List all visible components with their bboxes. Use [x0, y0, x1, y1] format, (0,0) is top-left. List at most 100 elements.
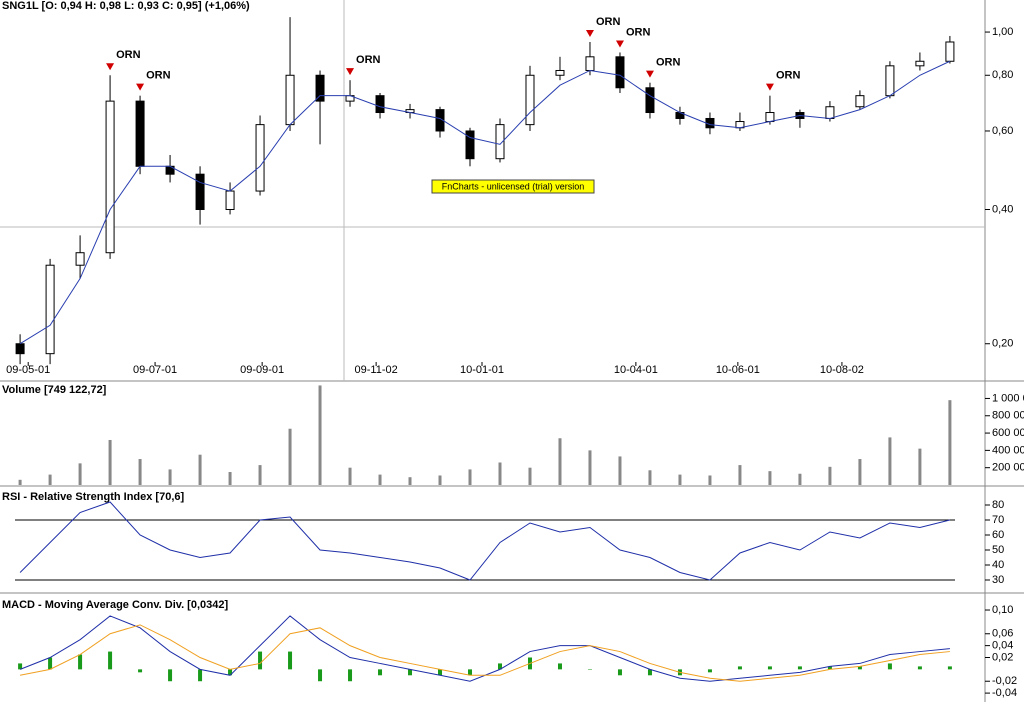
candle-body — [315, 74, 325, 102]
watermark: FnCharts - unlicensed (trial) version — [442, 181, 585, 191]
histogram-bar — [887, 663, 892, 670]
volume-bar — [108, 439, 112, 485]
y-tick-label: 0,04 — [992, 640, 1013, 652]
signal-arrow — [585, 29, 594, 37]
volume-bar — [18, 479, 22, 485]
y-tick-label: 0,06 — [992, 628, 1013, 640]
candle-body — [225, 190, 235, 211]
y-tick-label: 0,40 — [992, 203, 1013, 215]
candle-body — [45, 264, 55, 355]
histogram-bar — [797, 666, 802, 670]
y-tick-label: 70 — [992, 514, 1004, 526]
histogram-bar — [168, 669, 173, 682]
candle-body — [375, 95, 385, 114]
x-tick-label: 09-09-01 — [240, 364, 284, 376]
y-tick-label: 0,20 — [992, 338, 1013, 350]
signal-arrow — [615, 40, 624, 48]
candle-body — [885, 65, 895, 97]
volume-bar — [168, 469, 172, 485]
histogram-bar — [767, 666, 772, 670]
histogram-bar — [408, 669, 413, 676]
y-tick-label: -0,04 — [992, 687, 1017, 699]
volume-bar — [558, 438, 562, 485]
candle-body — [285, 74, 295, 126]
histogram-bar — [857, 666, 862, 670]
y-tick-label: 0,02 — [992, 651, 1013, 663]
candle-body — [945, 41, 955, 62]
watermark-box — [431, 179, 595, 194]
volume-bar — [798, 473, 802, 485]
x-tick-label: 09-05-01 — [6, 364, 50, 376]
histogram-bar — [438, 669, 443, 676]
y-tick-label: 0,80 — [992, 69, 1013, 81]
candle-body — [105, 100, 115, 254]
moving-average — [19, 60, 951, 345]
histogram-bar — [318, 669, 323, 682]
histogram-bar — [617, 669, 622, 676]
candle-body — [525, 74, 535, 126]
candle-body — [825, 106, 835, 119]
y-tick-label: 0,60 — [992, 125, 1013, 137]
histogram-bar — [228, 669, 233, 676]
candle-body — [135, 100, 145, 167]
candle-body — [555, 69, 565, 76]
histogram-bar — [198, 669, 203, 682]
candle-body — [585, 56, 595, 71]
signal-label: ORN — [626, 26, 651, 38]
candle-body — [75, 252, 85, 266]
candle-body — [495, 124, 505, 160]
x-tick-label: 09-07-01 — [133, 364, 177, 376]
histogram-bar — [48, 657, 53, 670]
histogram-bar — [947, 666, 952, 670]
volume-bar — [378, 474, 382, 485]
volume-bar — [708, 475, 712, 485]
histogram-bar — [917, 666, 922, 670]
y-tick-label: 40 — [992, 559, 1004, 571]
candle-body — [615, 56, 625, 89]
x-tick-label: 10-06-01 — [716, 364, 760, 376]
candle-body — [255, 124, 265, 192]
candle-body — [915, 60, 925, 67]
volume-bar — [438, 475, 442, 485]
volume-bar — [348, 467, 352, 485]
histogram-bar — [348, 669, 353, 682]
volume-bar — [198, 454, 202, 485]
volume-bar — [228, 472, 232, 485]
y-tick-label: 1,00 — [992, 26, 1013, 38]
volume-bar — [48, 474, 52, 485]
histogram-bar — [18, 663, 23, 670]
signal-arrow — [765, 83, 774, 91]
y-tick-label: 200 000 — [992, 462, 1024, 474]
volume-bar — [618, 456, 622, 485]
volume-bar — [828, 466, 832, 485]
histogram-bar — [138, 669, 143, 673]
histogram-bar — [258, 651, 263, 670]
panel-title: RSI - Relative Strength Index [70,6] — [2, 491, 184, 503]
volume-bar — [738, 465, 742, 485]
x-tick-label: 10-01-01 — [460, 364, 504, 376]
histogram-bar — [78, 654, 83, 670]
volume-bar — [468, 469, 472, 485]
y-tick-label: 0,10 — [992, 604, 1013, 616]
histogram-bar — [108, 651, 113, 670]
panel-title: Volume [749 122,72] — [2, 384, 107, 396]
volume-bar — [858, 459, 862, 485]
candle-body — [15, 343, 25, 355]
x-tick-label: 10-04-01 — [614, 364, 658, 376]
indicator-line — [19, 501, 951, 581]
volume-bar — [918, 448, 922, 485]
volume-bar — [948, 400, 952, 485]
volume-bar — [258, 465, 262, 485]
indicator-line — [19, 624, 950, 682]
signal-arrow — [136, 83, 145, 91]
volume-bar — [528, 467, 532, 485]
candle-body — [195, 173, 205, 211]
candle-body — [765, 112, 775, 123]
x-tick-label: 09-11-02 — [355, 364, 398, 376]
signal-arrow — [346, 68, 355, 76]
volume-bar — [768, 471, 772, 485]
histogram-bar — [647, 669, 652, 676]
y-tick-label: 1 000 000 — [992, 392, 1024, 404]
